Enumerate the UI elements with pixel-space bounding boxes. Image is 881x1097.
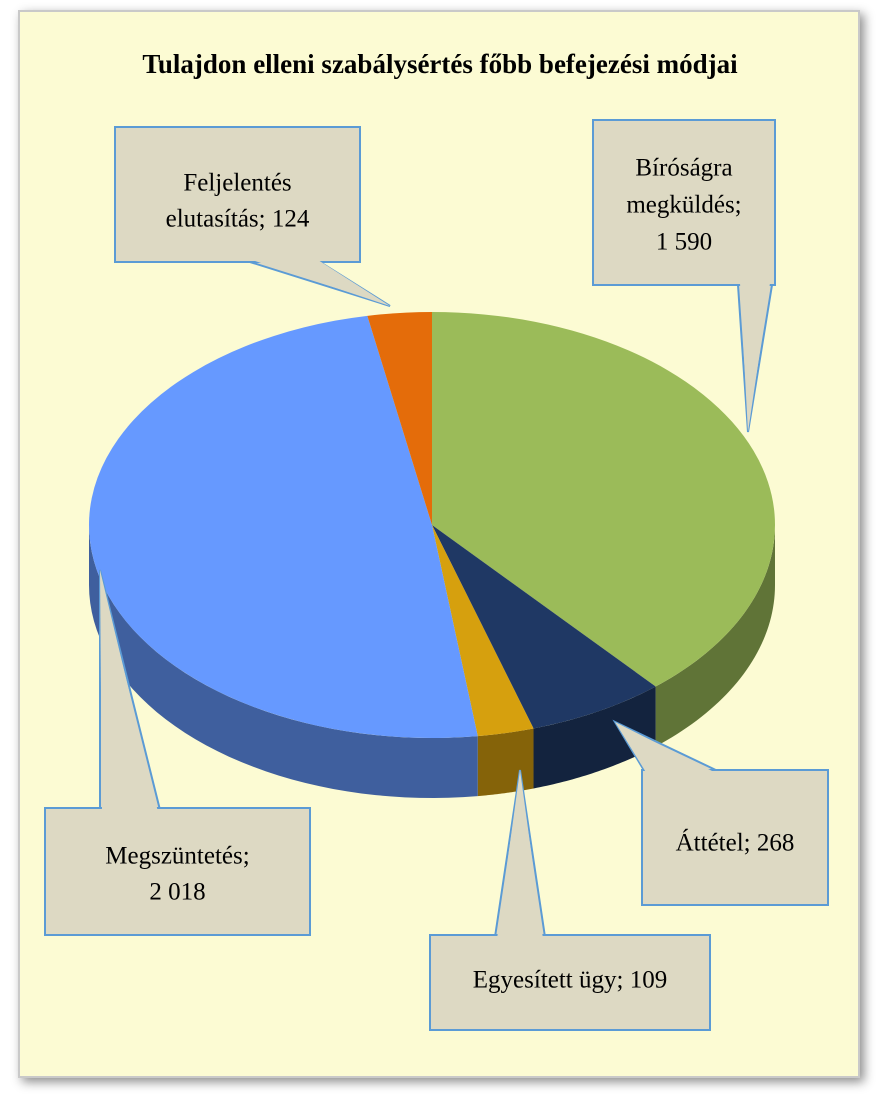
data-label: 2 018 — [149, 879, 205, 906]
callout-box — [429, 934, 711, 1031]
pie-side — [89, 525, 478, 798]
pie-slice — [367, 312, 432, 525]
data-label: Egyesített ügy; 109 — [473, 967, 667, 994]
callout-box — [641, 769, 829, 906]
pie-slice — [432, 312, 775, 687]
callout-box — [44, 807, 311, 936]
data-label: 1 590 — [656, 229, 712, 256]
callout-box — [592, 119, 776, 286]
callout-pointer-fill — [100, 570, 158, 812]
data-label: megküldés; — [626, 192, 741, 219]
pie-slice — [89, 315, 478, 738]
pie-slice — [432, 525, 534, 737]
pie-slice — [432, 525, 656, 729]
callout-pointer-fill — [252, 260, 390, 306]
data-label: Áttétel; 268 — [676, 829, 795, 857]
callout-pointer-fill — [497, 770, 543, 939]
callout-pointer-fill — [740, 283, 770, 432]
data-label: elutasítás; 124 — [166, 206, 310, 233]
callout-pointer-fill — [615, 722, 718, 774]
pie-side — [477, 728, 534, 797]
data-label: Bíróságra — [635, 155, 732, 182]
chart-title: Tulajdon elleni szabálysértés főbb befej… — [142, 49, 738, 79]
data-label: Megszüntetés; — [105, 843, 249, 870]
data-label: Feljelentés — [183, 170, 291, 197]
callout-box — [114, 126, 361, 263]
pie-side — [533, 686, 656, 789]
pie-side — [655, 525, 775, 747]
